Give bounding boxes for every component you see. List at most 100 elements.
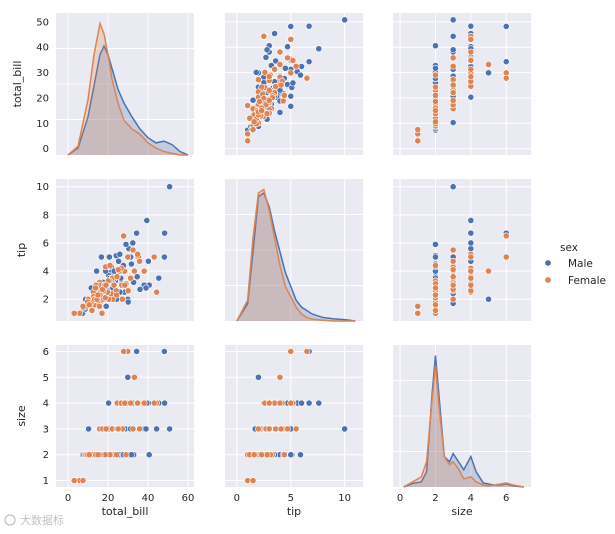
y-tick-label: 4 [43, 399, 49, 410]
y-axis-label: tip [15, 243, 28, 257]
y-tick-label: 6 [43, 238, 49, 249]
scatter-point-female [276, 373, 284, 381]
scatter-point-male [467, 245, 475, 252]
scatter-point-female [96, 302, 103, 310]
scatter-point-female [502, 232, 510, 240]
x-tick-label: 4 [468, 493, 474, 504]
scatter-point-male [502, 23, 510, 30]
y-tick-label: 3 [43, 424, 49, 435]
scatter-point-female [121, 281, 129, 289]
scatter-point-male [297, 451, 304, 459]
scatter-point-female [258, 83, 266, 91]
scatter-point-female [94, 451, 102, 459]
scatter-point-female [113, 451, 120, 459]
scatter-point-female [449, 54, 457, 62]
scatter-point-female [284, 425, 291, 433]
scatter-point-female [114, 266, 122, 274]
kde-line-female [236, 188, 356, 322]
scatter-point-male [105, 399, 112, 407]
scatter-point-female [85, 301, 93, 309]
scatter-point-female [134, 399, 141, 407]
scatter-point-female [265, 425, 273, 433]
kde-fill-male [236, 192, 356, 321]
scatter-point-female [449, 273, 457, 281]
scatter-point-male [129, 239, 137, 247]
panel-size-vs-total_bill: 1 2 3 4 5 6 size 0 20 40 60 total_bill [15, 345, 194, 518]
watermark-logo-icon [4, 514, 16, 526]
scatter-point-female [449, 97, 457, 104]
scatter-point-female [279, 97, 287, 105]
scatter-point-male [287, 92, 295, 100]
scatter-point-male [432, 64, 439, 72]
scatter-point-male [305, 399, 313, 407]
scatter-point-female [276, 61, 284, 68]
scatter-point-female [130, 267, 138, 275]
scatter-point-female [502, 253, 510, 261]
scatter-point-female [414, 302, 422, 310]
scatter-point-female [258, 107, 266, 115]
scatter-point-male [161, 399, 168, 407]
scatter-point-male [106, 253, 113, 261]
scatter-point-male [115, 257, 122, 265]
scatter-point-male [142, 425, 150, 433]
scatter-point-male [289, 79, 297, 87]
scatter-point-female [244, 130, 252, 138]
scatter-point-female [287, 399, 295, 407]
scatter-point-male [315, 399, 323, 407]
x-tick-label: 10 [338, 493, 351, 504]
scatter-point-female [432, 98, 439, 105]
scatter-point-female [467, 274, 475, 282]
x-tick-label: 0 [397, 493, 403, 504]
panel-background [393, 179, 531, 321]
scatter-point-female [277, 425, 285, 433]
scatter-point-male [155, 274, 163, 282]
scatter-point-female [140, 399, 148, 407]
scatter-point-male [432, 240, 439, 248]
scatter-point-male [263, 46, 271, 54]
x-axis-label: size [451, 505, 473, 518]
kde-fill-female [236, 189, 356, 321]
scatter-point-male [467, 22, 475, 30]
y-tick-label: 50 [36, 17, 49, 28]
scatter-point-male [276, 109, 284, 116]
legend-title: sex [560, 242, 578, 254]
scatter-point-male [297, 71, 304, 79]
legend-label-female: Female [568, 275, 606, 287]
kde-line-female [403, 365, 525, 488]
scatter-point-female [134, 250, 141, 258]
legend: sex Male Female [544, 242, 606, 287]
scatter-point-male [166, 425, 173, 433]
scatter-point-female [287, 35, 295, 43]
scatter-point-female [303, 348, 311, 355]
scatter-point-female [85, 451, 93, 459]
scatter-point-female [467, 253, 475, 261]
x-tick-label: 5 [288, 493, 294, 504]
scatter-point-female [414, 126, 422, 134]
scatter-point-female [449, 281, 457, 289]
scatter-point-female [110, 281, 118, 289]
x-tick-label: 20 [102, 493, 115, 504]
x-axis-label: total_bill [102, 505, 149, 518]
scatter-point-female [432, 262, 439, 269]
scatter-point-female [467, 65, 475, 73]
scatter-point-male [449, 46, 457, 54]
scatter-point-female [265, 73, 273, 81]
scatter-point-male [153, 425, 160, 433]
x-tick-label: 40 [142, 493, 155, 504]
scatter-point-male [127, 260, 135, 268]
scatter-point-female [449, 295, 457, 303]
scatter-point-male [124, 373, 132, 381]
watermark: 大数据标 [4, 513, 64, 527]
scatter-point-female [467, 35, 475, 43]
scatter-point-female [120, 232, 127, 240]
scatter-point-male [143, 217, 151, 224]
scatter-point-male [467, 93, 475, 101]
kde-fill-female [68, 23, 188, 155]
scatter-point-female [467, 48, 475, 56]
scatter-point-female [129, 246, 137, 254]
scatter-point-male [124, 298, 132, 306]
y-tick-label: 6 [43, 347, 49, 358]
x-axis-label: tip [287, 505, 301, 518]
scatter-point-female [271, 65, 278, 73]
